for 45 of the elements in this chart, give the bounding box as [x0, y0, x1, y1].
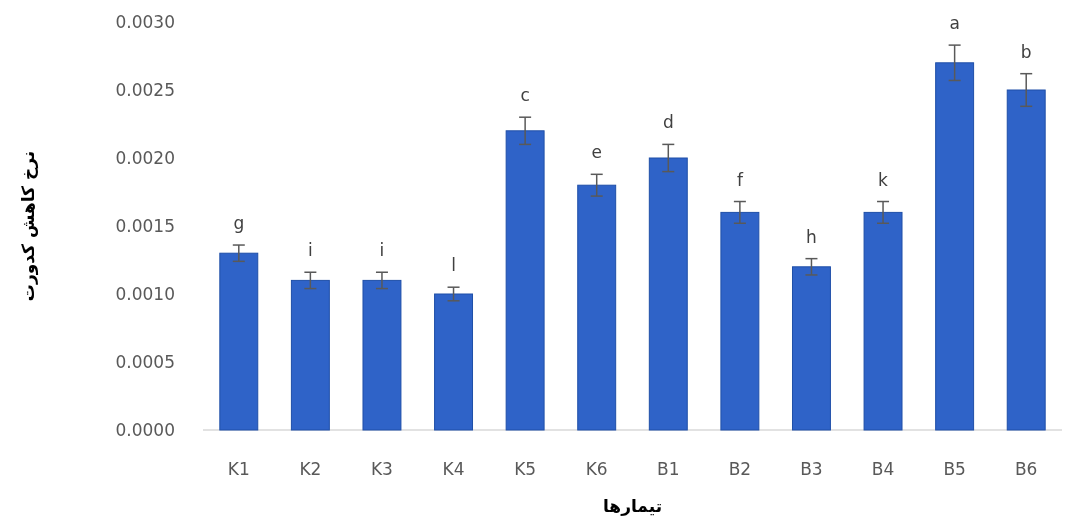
x-tick-label: B3: [800, 459, 823, 479]
y-tick-label: 0.0000: [115, 420, 175, 440]
bar: [935, 62, 975, 431]
y-tick-label: 0.0020: [115, 148, 175, 168]
bar: [1006, 89, 1046, 431]
x-axis-title: تیمارها: [602, 496, 663, 516]
y-tick-label: 0.0015: [115, 216, 175, 236]
y-tick-label: 0.0025: [115, 80, 175, 100]
annotation: e: [591, 142, 602, 163]
annotation: k: [878, 169, 889, 190]
annotation: f: [736, 169, 744, 190]
x-tick-label: B4: [871, 459, 895, 479]
y-axis-title: نرخ کاهش کدورت: [18, 150, 39, 302]
annotation: b: [1020, 41, 1032, 62]
x-tick-label: B5: [943, 459, 966, 479]
bar: [577, 184, 617, 431]
annotation: i: [379, 240, 385, 261]
x-tick-label: K4: [442, 459, 465, 479]
x-tick-label: K5: [514, 459, 537, 479]
annotation: l: [451, 255, 456, 276]
bar: [505, 130, 545, 431]
annotation: g: [233, 213, 245, 234]
y-tick-label: 0.0010: [115, 284, 175, 304]
bar: [362, 279, 402, 431]
x-tick-label: K6: [585, 459, 608, 479]
bar: [648, 157, 688, 431]
x-tick-label: B1: [657, 459, 680, 479]
bar: [219, 252, 259, 431]
bar: [290, 279, 330, 431]
annotation: a: [949, 13, 960, 34]
y-tick-label: 0.0030: [115, 12, 175, 32]
x-tick-label: K3: [370, 459, 393, 479]
bar: [434, 293, 474, 431]
x-tick-label: K2: [299, 459, 322, 479]
x-tick-label: B2: [728, 459, 752, 479]
x-tick-label: K1: [227, 459, 250, 479]
bar: [791, 266, 831, 431]
x-tick-label: B6: [1014, 459, 1038, 479]
y-tick-label: 0.0005: [115, 352, 175, 372]
annotation: h: [806, 226, 817, 247]
bar: [863, 211, 903, 431]
bar: [720, 211, 760, 431]
annotation: c: [520, 85, 530, 106]
annotation: i: [308, 240, 313, 261]
annotation: d: [662, 112, 674, 133]
